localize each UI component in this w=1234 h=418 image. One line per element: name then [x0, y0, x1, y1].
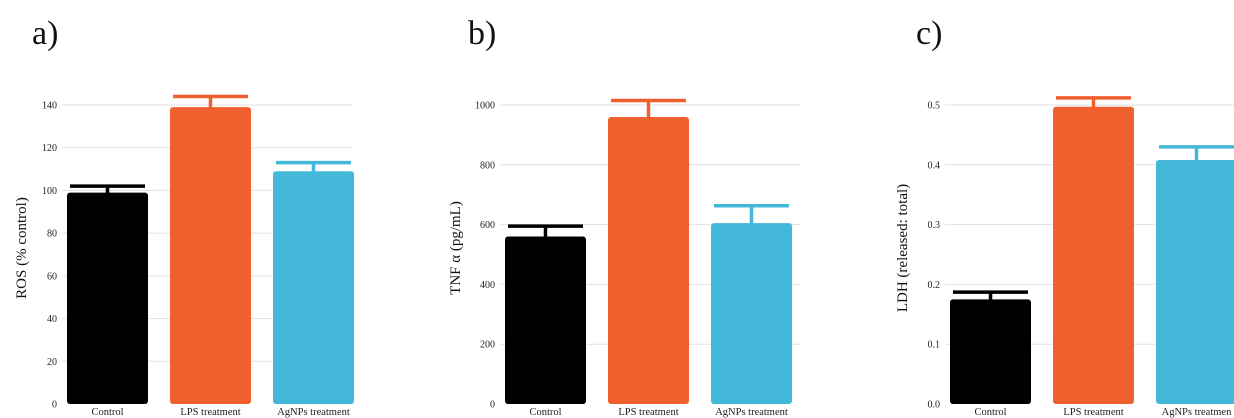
panel-c: c) LDH (released: total) 0.0 0.1 0.2 0.3 0.4…: [895, 15, 1234, 418]
y-tick-label: 0.3: [928, 220, 941, 231]
y-axis-label: ROS (% control): [14, 197, 30, 299]
category-label: AgNPs treatment: [715, 407, 788, 418]
y-tick-label: 600: [480, 220, 495, 231]
error-bar: [1159, 145, 1234, 163]
y-tick-label: 0: [490, 400, 495, 411]
y-tick-label: 120: [42, 143, 57, 154]
category-label: AgNPs treatment: [277, 407, 350, 418]
error-bar: [953, 290, 1028, 302]
y-tick-label: 0.1: [928, 340, 941, 351]
y-tick-label: 40: [47, 314, 57, 325]
panel-letter: c): [916, 15, 942, 52]
bar: [608, 116, 689, 405]
error-bar: [70, 184, 145, 195]
panel-a: a) ROS (% control) 0 20 40 60 80 100 120 140 Co…: [14, 15, 354, 418]
panel-letter: b): [468, 15, 496, 52]
y-tick-label: 100: [42, 186, 57, 197]
y-tick-label: 20: [47, 357, 57, 368]
bar: [950, 299, 1031, 404]
y-tick-label: 60: [47, 271, 57, 282]
category-label: Control: [974, 407, 1006, 418]
y-tick-label: 0.5: [928, 101, 941, 112]
bar: [1053, 106, 1134, 404]
y-tick-label: 1000: [475, 101, 495, 112]
category-label: LPS treatment: [180, 407, 240, 418]
category-label: Control: [91, 407, 123, 418]
y-tick-label: 140: [42, 101, 57, 112]
y-tick-label: 0.2: [928, 280, 941, 291]
category-label: LPS treatment: [1063, 407, 1123, 418]
category-label: Control: [529, 407, 561, 418]
category-label: AgNPs treatmen: [1162, 407, 1232, 418]
error-bar: [508, 224, 583, 239]
bar: [711, 223, 792, 404]
error-bar: [714, 204, 789, 226]
y-tick-label: 0.4: [928, 160, 941, 171]
y-tick-label: 80: [47, 229, 57, 240]
bar: [505, 236, 586, 404]
y-tick-label: 0: [52, 400, 57, 411]
bar: [67, 192, 148, 404]
bar: [170, 107, 251, 404]
y-axis-label: TNF α (pg/mL): [448, 201, 464, 295]
panel-b: b) TNF α (pg/mL) 0 200 400 600 800 1000 Contr…: [448, 15, 800, 418]
y-tick-label: 800: [480, 160, 495, 171]
y-tick-label: 400: [480, 280, 495, 291]
category-label: LPS treatment: [618, 407, 678, 418]
y-axis-label: LDH (released: total): [895, 184, 911, 312]
bar: [273, 171, 354, 404]
bar: [1156, 160, 1234, 404]
error-bar: [611, 98, 686, 119]
error-bar: [276, 160, 351, 174]
panel-letter: a): [32, 15, 58, 52]
error-bar: [173, 94, 248, 110]
error-bar: [1056, 96, 1131, 109]
y-tick-label: 200: [480, 340, 495, 351]
y-tick-label: 0.0: [928, 400, 941, 411]
